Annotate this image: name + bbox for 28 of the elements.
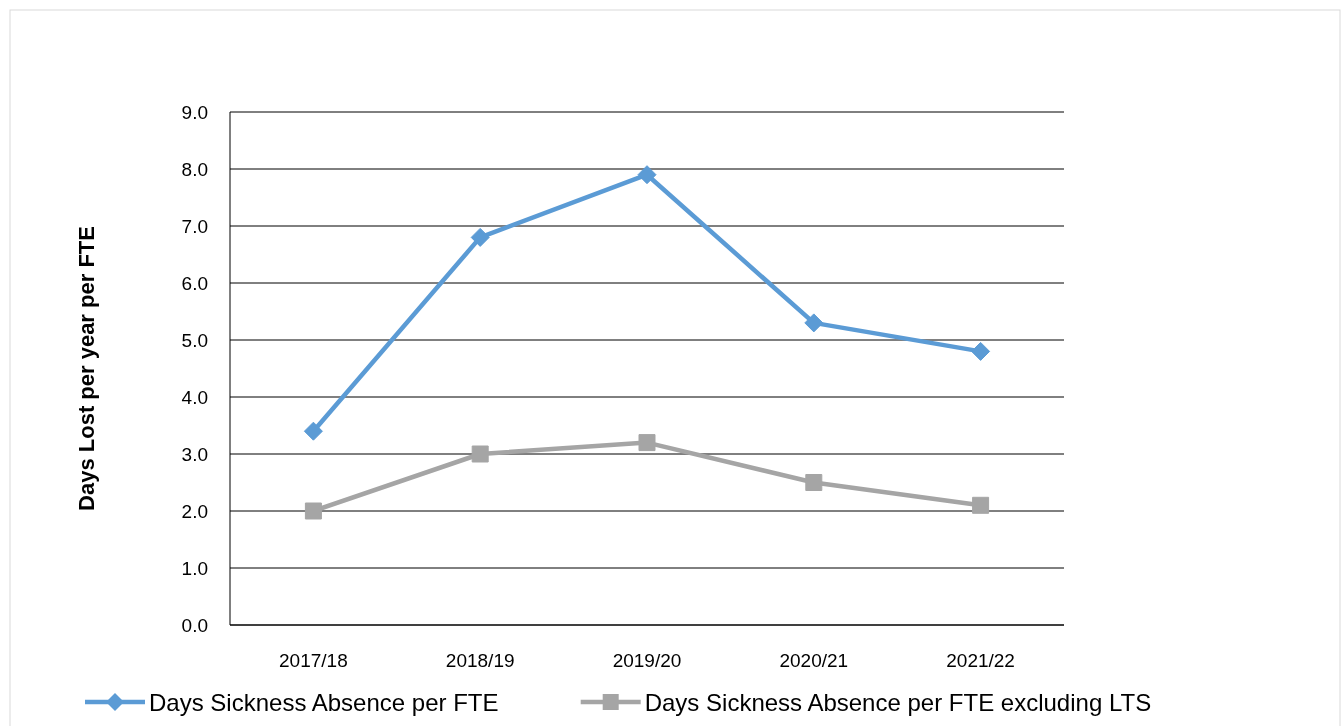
point bbox=[971, 341, 991, 361]
y-tick-label: 9.0 bbox=[181, 101, 208, 123]
point bbox=[804, 313, 824, 333]
y-tick-label: 5.0 bbox=[181, 329, 208, 351]
legend-label: Days Sickness Absence per FTE excluding LTS bbox=[644, 688, 1152, 716]
legend-label: Days Sickness Absence per FTE bbox=[149, 688, 499, 716]
point bbox=[638, 434, 656, 452]
y-tick-label: 4.0 bbox=[181, 386, 208, 408]
point bbox=[637, 165, 657, 185]
point bbox=[805, 474, 823, 491]
y-axis-title: Days Lost per year per FTE bbox=[73, 226, 99, 511]
x-tick-label: 2019/20 bbox=[612, 649, 682, 671]
x-tick-label: 2017/18 bbox=[279, 649, 348, 671]
point bbox=[972, 496, 990, 514]
y-tick-label: 8.0 bbox=[181, 158, 208, 180]
y-tick-label: 2.0 bbox=[181, 500, 208, 522]
y-tick-label: 7.0 bbox=[181, 215, 208, 237]
y-tick-label: 0.0 bbox=[181, 614, 208, 636]
y-tick-label: 3.0 bbox=[181, 443, 208, 465]
point bbox=[304, 502, 322, 520]
x-tick-label: 2021/22 bbox=[946, 649, 1015, 671]
x-tick-label: 2018/19 bbox=[445, 649, 515, 671]
x-tick-label: 2020/21 bbox=[779, 649, 849, 671]
point bbox=[303, 421, 323, 441]
y-tick-label: 6.0 bbox=[181, 272, 208, 294]
point bbox=[470, 227, 490, 247]
point bbox=[471, 445, 489, 463]
y-tick-label: 1.0 bbox=[181, 557, 208, 579]
